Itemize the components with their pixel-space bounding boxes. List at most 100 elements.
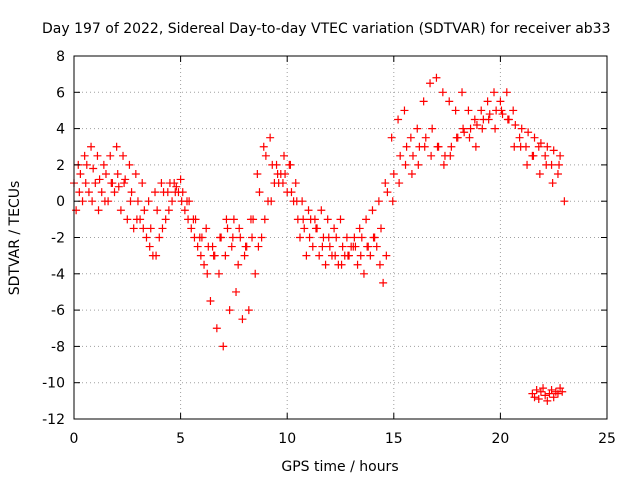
data-point	[458, 88, 467, 97]
data-point	[89, 164, 98, 173]
data-point	[91, 179, 100, 188]
data-point	[541, 391, 550, 400]
data-point	[381, 179, 390, 188]
data-point	[251, 269, 260, 278]
data-point	[374, 197, 383, 206]
data-point	[317, 206, 326, 215]
data-point	[366, 251, 375, 260]
data-point	[524, 128, 533, 137]
data-point	[208, 242, 217, 251]
data-point	[542, 160, 551, 169]
data-point	[133, 197, 142, 206]
data-point	[255, 188, 264, 197]
data-point	[292, 197, 301, 206]
data-point	[97, 188, 106, 197]
data-point	[170, 179, 179, 188]
data-point	[88, 197, 97, 206]
y-tick-label: -10	[42, 376, 65, 392]
data-point	[209, 251, 218, 260]
data-point	[142, 233, 151, 242]
data-point	[369, 233, 378, 242]
data-point	[254, 242, 263, 251]
data-point	[236, 233, 245, 242]
data-point	[187, 224, 196, 233]
data-point	[426, 79, 435, 88]
data-point	[509, 106, 518, 115]
data-point	[180, 206, 189, 215]
data-point	[94, 206, 103, 215]
data-point	[286, 160, 295, 169]
data-point	[439, 160, 448, 169]
data-point	[420, 142, 429, 151]
data-point	[168, 197, 177, 206]
data-point	[234, 260, 243, 269]
data-point	[232, 287, 241, 296]
data-point	[200, 260, 209, 269]
data-point	[100, 197, 109, 206]
data-point	[295, 233, 304, 242]
data-point	[270, 179, 279, 188]
data-point	[363, 242, 372, 251]
data-point	[541, 151, 550, 160]
data-point	[184, 215, 193, 224]
data-point	[529, 151, 538, 160]
data-point	[164, 206, 173, 215]
series-sat-track-e	[528, 384, 567, 405]
chart-title: Day 197 of 2022, Sidereal Day-to-day VTE…	[42, 21, 611, 37]
data-point	[302, 251, 311, 260]
data-point	[273, 169, 282, 178]
data-point	[116, 206, 125, 215]
y-axis-label: SDTVAR / TECUs	[7, 181, 23, 296]
data-point	[549, 393, 558, 402]
data-point	[323, 215, 332, 224]
data-point	[222, 215, 231, 224]
data-point	[300, 224, 309, 233]
data-point	[140, 206, 149, 215]
data-point	[432, 73, 441, 82]
data-point	[123, 215, 132, 224]
data-point	[110, 188, 119, 197]
data-point	[543, 142, 552, 151]
data-point	[451, 106, 460, 115]
data-point	[460, 128, 469, 137]
data-point	[362, 215, 371, 224]
data-point	[308, 242, 317, 251]
data-point	[465, 133, 474, 142]
data-point	[438, 88, 447, 97]
data-point	[556, 151, 565, 160]
data-point	[543, 396, 552, 405]
data-layer	[70, 73, 569, 405]
data-point	[304, 206, 313, 215]
data-point	[372, 242, 381, 251]
data-point	[394, 115, 403, 124]
data-point	[193, 242, 202, 251]
data-point	[299, 215, 308, 224]
data-point	[388, 197, 397, 206]
data-point	[283, 188, 292, 197]
y-tick-label: -6	[51, 303, 65, 319]
data-point	[153, 206, 162, 215]
data-point	[126, 197, 135, 206]
data-point	[483, 97, 492, 106]
data-point	[547, 385, 556, 394]
data-point	[503, 115, 512, 124]
data-point	[400, 106, 409, 115]
data-point	[311, 224, 320, 233]
data-point	[121, 175, 130, 184]
data-point	[80, 151, 89, 160]
data-point	[359, 269, 368, 278]
data-point	[158, 224, 167, 233]
data-point	[413, 124, 422, 133]
data-point	[125, 160, 134, 169]
data-point	[151, 188, 160, 197]
data-point	[379, 278, 388, 287]
data-point	[485, 110, 494, 119]
data-point	[433, 142, 442, 151]
data-point	[163, 188, 172, 197]
x-tick-label: 5	[176, 431, 185, 447]
data-point	[353, 260, 362, 269]
data-point	[129, 224, 138, 233]
data-point	[325, 242, 334, 251]
